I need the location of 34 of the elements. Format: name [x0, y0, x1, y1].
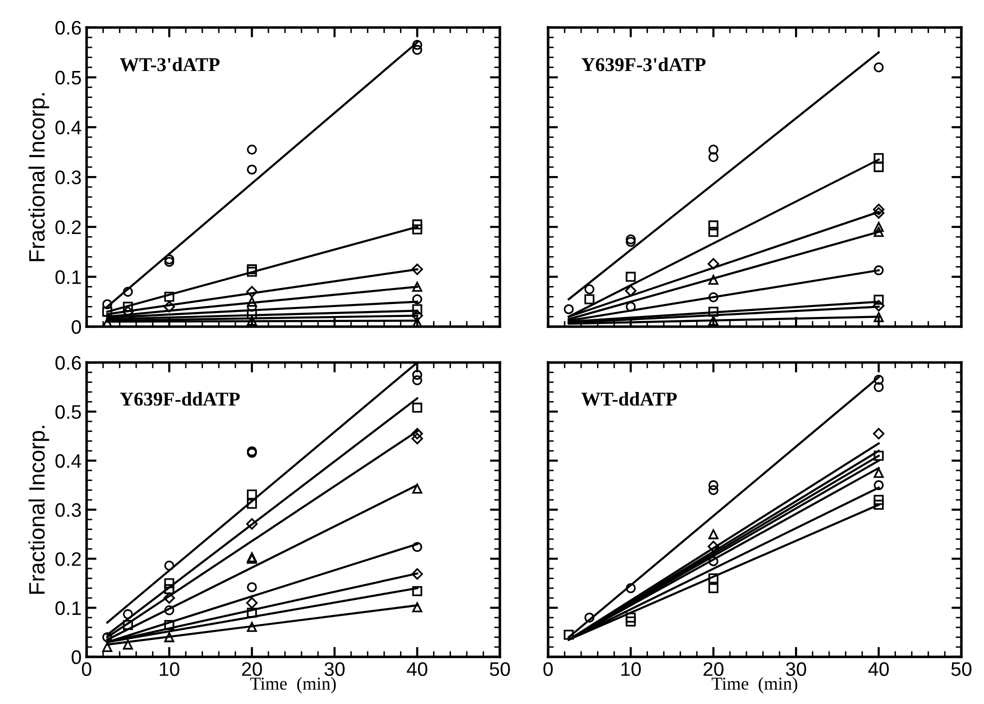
- x-tick-label: 30: [786, 662, 806, 676]
- x-axis-title: Time (min): [250, 677, 336, 694]
- y-tick-label: 0.1: [55, 270, 81, 284]
- x-tick-label: 40: [868, 662, 889, 676]
- text: WT-ddATP: [581, 392, 677, 406]
- y-tick-label: 0: [72, 650, 81, 664]
- y-tick-label: 0.6: [55, 20, 81, 35]
- y-tick-label: 0.4: [55, 454, 82, 468]
- y-tick-label: 0: [72, 320, 81, 334]
- x-tick-label: 20: [242, 662, 262, 676]
- x-tick-label: 50: [490, 662, 510, 676]
- text: WT-3'dATP: [120, 58, 220, 72]
- x-axis-title: Time (min): [712, 677, 798, 694]
- text: Y639F-ddATP: [120, 392, 240, 406]
- x-tick-label: 40: [406, 662, 428, 676]
- x-tick-label: 0: [82, 662, 92, 676]
- x-tick-label: 50: [951, 662, 972, 676]
- x-tick-label: 30: [324, 662, 345, 676]
- y-axis-title: Fractional Incorp.: [28, 93, 50, 262]
- y-tick-label: 0.5: [55, 70, 81, 85]
- y-tick-label: 0.3: [55, 170, 81, 184]
- x-tick-label: 10: [160, 662, 180, 676]
- y-tick-label: 0.2: [55, 220, 81, 234]
- y-tick-label: 0.5: [55, 405, 81, 419]
- y-tick-label: 0.6: [55, 356, 81, 370]
- x-tick-label: 0: [543, 662, 553, 676]
- y-tick-label: 0.1: [55, 601, 81, 616]
- y-tick-label: 0.4: [55, 120, 82, 134]
- x-tick-label: 10: [621, 662, 641, 676]
- text: Y639F-3'dATP: [581, 58, 706, 72]
- y-tick-label: 0.2: [55, 552, 81, 566]
- y-axis-title: Fractional Incorp.: [28, 426, 50, 594]
- x-tick-label: 20: [704, 662, 724, 676]
- y-tick-label: 0.3: [55, 503, 81, 517]
